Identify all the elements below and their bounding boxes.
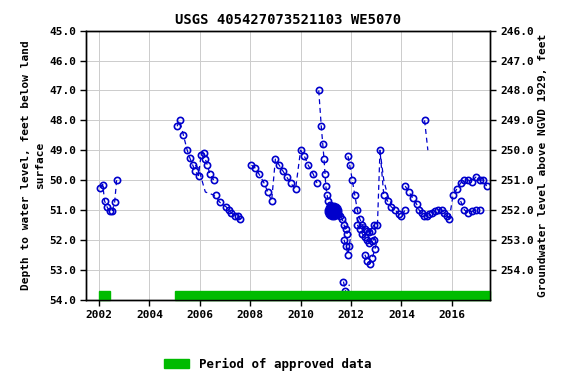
Title: USGS 405427073521103 WE5070: USGS 405427073521103 WE5070 <box>175 13 401 27</box>
Y-axis label: Depth to water level, feet below land
surface: Depth to water level, feet below land su… <box>21 40 45 290</box>
Bar <box>175 291 490 300</box>
Bar <box>99 291 111 300</box>
Legend: Period of approved data: Period of approved data <box>159 353 377 376</box>
Y-axis label: Groundwater level above NGVD 1929, feet: Groundwater level above NGVD 1929, feet <box>538 33 548 297</box>
